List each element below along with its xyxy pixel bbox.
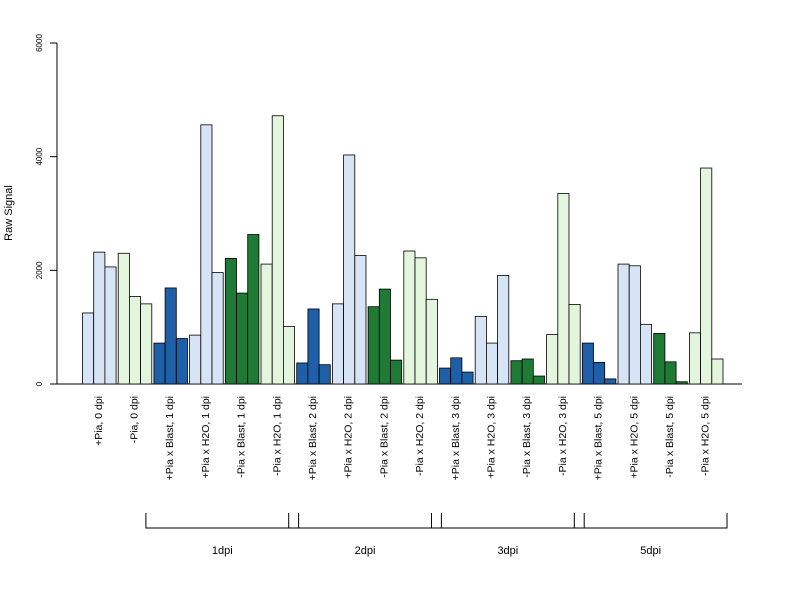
category-label: -Pia, 0 dpi bbox=[129, 396, 141, 443]
bar bbox=[497, 275, 510, 385]
category-label: +Pia x Blast, 1 dpi bbox=[164, 396, 176, 480]
bar bbox=[140, 303, 153, 385]
y-axis-title: Raw Signal bbox=[3, 185, 15, 241]
bar bbox=[271, 115, 284, 385]
category-label: -Pia x Blast, 5 dpi bbox=[664, 396, 676, 478]
bar bbox=[247, 234, 260, 385]
bar bbox=[521, 358, 534, 385]
y-tick-label: 4000 bbox=[35, 147, 44, 165]
bar bbox=[414, 257, 427, 385]
bar bbox=[546, 334, 559, 385]
bar bbox=[700, 167, 713, 385]
bar bbox=[604, 378, 617, 385]
y-tick-label: 2000 bbox=[35, 261, 44, 279]
category-label: -Pia x H2O, 1 dpi bbox=[271, 396, 283, 476]
bar bbox=[282, 326, 295, 385]
bar bbox=[403, 250, 416, 385]
category-label: +Pia x Blast, 5 dpi bbox=[593, 396, 605, 480]
bar bbox=[581, 342, 594, 385]
bar bbox=[510, 360, 523, 385]
group-brackets: 1dpi 2dpi 3dpi 5dpi bbox=[145, 513, 728, 557]
bar bbox=[557, 193, 570, 385]
group-label: 1dpi bbox=[212, 545, 233, 557]
y-axis-ticks: 0 2000 4000 6000 bbox=[35, 34, 57, 386]
bar bbox=[153, 342, 166, 385]
bar bbox=[82, 312, 95, 385]
bar bbox=[485, 342, 498, 385]
y-tick-label: 0 bbox=[35, 381, 44, 386]
group-label: 3dpi bbox=[497, 545, 518, 557]
bar bbox=[104, 266, 117, 385]
bar bbox=[343, 154, 356, 385]
category-label: +Pia x Blast, 2 dpi bbox=[307, 396, 319, 480]
bar bbox=[675, 381, 688, 385]
bar bbox=[189, 334, 202, 385]
category-label: -Pia x H2O, 3 dpi bbox=[557, 396, 569, 476]
bar bbox=[450, 357, 463, 385]
group-bracket bbox=[288, 513, 442, 529]
bar bbox=[260, 263, 273, 385]
bar bbox=[128, 296, 141, 385]
category-label: -Pia x H2O, 2 dpi bbox=[414, 396, 426, 476]
bar bbox=[331, 303, 344, 385]
bar bbox=[474, 315, 487, 385]
category-label: +Pia x H2O, 5 dpi bbox=[628, 396, 640, 479]
group-bracket bbox=[573, 513, 728, 529]
bars-layer bbox=[82, 115, 724, 385]
bar bbox=[689, 332, 702, 385]
bar bbox=[175, 338, 188, 385]
bar bbox=[617, 263, 630, 385]
bar bbox=[354, 255, 367, 385]
category-label: -Pia x Blast, 1 dpi bbox=[236, 396, 248, 478]
bar bbox=[593, 362, 606, 385]
bar bbox=[236, 292, 249, 385]
bar bbox=[224, 257, 237, 385]
bar bbox=[711, 358, 724, 385]
bar bbox=[653, 333, 666, 385]
bar bbox=[461, 371, 474, 385]
category-label: +Pia, 0 dpi bbox=[93, 396, 105, 446]
group-label: 2dpi bbox=[355, 545, 376, 557]
bar bbox=[628, 265, 641, 385]
bar bbox=[378, 288, 391, 385]
y-tick-label: 6000 bbox=[35, 34, 44, 52]
bar bbox=[425, 298, 438, 385]
bar bbox=[640, 323, 653, 385]
category-label: +Pia x H2O, 3 dpi bbox=[486, 396, 498, 479]
category-labels: +Pia, 0 dpi -Pia, 0 dpi +Pia x Blast, 1 dp… bbox=[93, 396, 712, 480]
group-bracket bbox=[145, 513, 300, 529]
bar bbox=[117, 252, 130, 385]
category-label: -Pia x H2O, 5 dpi bbox=[700, 396, 712, 476]
category-label: -Pia x Blast, 2 dpi bbox=[378, 396, 390, 478]
category-label: +Pia x H2O, 2 dpi bbox=[343, 396, 355, 479]
category-label: +Pia x Blast, 3 dpi bbox=[450, 396, 462, 480]
bar bbox=[164, 287, 177, 385]
bar bbox=[307, 308, 320, 385]
category-label: +Pia x H2O, 1 dpi bbox=[200, 396, 212, 479]
bar bbox=[568, 304, 581, 385]
bar bbox=[200, 124, 213, 385]
bar bbox=[390, 359, 403, 385]
group-bracket bbox=[431, 513, 585, 529]
bar bbox=[93, 251, 106, 385]
bar bbox=[211, 272, 224, 385]
bar bbox=[318, 364, 331, 385]
bar bbox=[296, 362, 309, 385]
category-label: -Pia x Blast, 3 dpi bbox=[521, 396, 533, 478]
bar bbox=[367, 306, 380, 385]
bar bbox=[664, 361, 677, 385]
bar bbox=[439, 367, 452, 385]
bar bbox=[532, 375, 545, 385]
group-label: 5dpi bbox=[640, 545, 661, 557]
